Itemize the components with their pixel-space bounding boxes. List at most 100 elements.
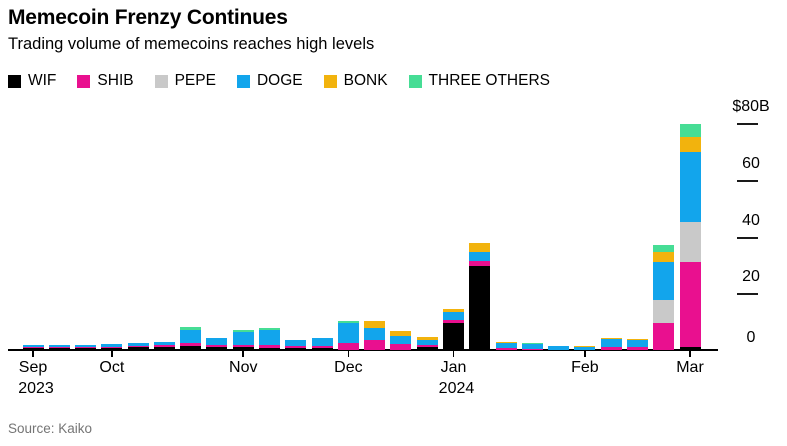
bar-column [259,327,281,350]
bar-segment-pepe [679,222,701,263]
bar-segment-three-others [259,327,281,330]
bar-segment-three-others [180,327,202,330]
bar-segment-three-others [337,321,359,324]
legend-swatch-icon [408,74,422,88]
bar-column [22,344,44,350]
bar-segment-shib [101,346,123,348]
bar-column [364,321,386,350]
bar-segment-doge [285,340,307,347]
legend-swatch-icon [236,74,250,88]
bar-segment-wif [311,348,333,350]
source-credit: Source: Kaiko [8,421,93,436]
x-tick [584,351,586,357]
legend-item-shib: SHIB [77,72,134,90]
page-title: Memecoin Frenzy Continues [8,6,288,29]
bar-segment-shib [311,345,333,349]
bar-column [285,340,307,350]
bar-segment-bonk [416,336,438,340]
bar-segment-wif [259,347,281,350]
bar-segment-doge [548,345,570,350]
bar-segment-shib [180,343,202,346]
x-tick-label: Dec [334,359,363,376]
bar-segment-doge [206,337,228,345]
bar-column [495,341,517,350]
bar-segment-shib [206,344,228,347]
x-tick [347,351,350,357]
bar-segment-shib [337,342,359,350]
chart-legend: WIF SHIB PEPE DOGE BONK THREE OTHERS [8,72,550,90]
bar-segment-bonk [574,346,596,347]
bar-segment-shib [679,262,701,347]
bar-segment-wif [153,346,175,350]
bar-segment-shib [495,347,517,350]
bar-segment-wif [416,346,438,350]
y-tick-dash [737,236,758,239]
x-tick [111,351,113,357]
x-tick-label: Mar [676,359,704,376]
bar-segment-doge [364,328,386,341]
bar-column [600,337,622,350]
x-tick-label: Nov [229,359,258,376]
bar-segment-wif [442,323,464,350]
x-tick-label: Oct [99,359,125,376]
bar-segment-doge [626,340,648,348]
y-tick-label: 40 [742,211,760,229]
legend-label: SHIB [97,72,134,89]
bar-segment-shib [259,345,281,348]
bar-column [521,343,543,350]
legend-label: THREE OTHERS [428,72,550,89]
bar-segment-bonk [679,137,701,153]
x-tick-label: Feb [571,359,599,376]
legend-label: PEPE [174,72,216,89]
bar-column [442,308,464,350]
bar-segment-doge [653,262,675,301]
bar-segment-doge [48,344,70,347]
bar-segment-bonk [653,252,675,263]
bar-column [626,339,648,350]
bar-column [337,321,359,350]
bar-segment-doge [469,251,491,261]
bar-segment-doge [232,332,254,345]
bar-segment-doge [679,152,701,223]
bar-segment-shib [22,346,44,348]
bar-segment-doge [311,338,333,346]
bar-segment-wif [285,348,307,350]
bar-column [206,337,228,350]
y-tick-label: 60 [742,154,760,172]
bar-column [75,345,97,350]
bar-segment-doge [442,312,464,320]
chart-subtitle: Trading volume of memecoins reaches high… [8,35,375,53]
bar-segment-shib [364,340,386,350]
bar-segment-shib [442,319,464,324]
legend-swatch-icon [154,74,168,88]
bar-column [548,345,570,350]
bar-segment-shib [416,344,438,347]
bar-segment-three-others [232,330,254,333]
bar-segment-bonk [600,337,622,339]
y-tick-label: $80B [732,98,770,115]
bar-segment-shib [653,323,675,350]
bar-segment-doge [180,329,202,344]
bar-column [153,341,175,350]
bar-segment-shib [127,346,149,348]
bar-segment-wif [180,345,202,350]
legend-swatch-icon [77,74,91,88]
bar-segment-wif [679,346,701,350]
bar-segment-bonk [469,242,491,252]
bar-segment-bonk [442,308,464,312]
bar-segment-doge [416,339,438,345]
legend-label: WIF [28,72,57,89]
x-tick-label: Sep [18,359,48,376]
bar-segment-pepe [653,300,675,324]
y-tick-dash [737,293,758,296]
bar-column [416,336,438,350]
x-tick [689,351,691,357]
legend-item-pepe: PEPE [154,72,216,90]
x-tick-label: Jan [440,359,467,376]
bar-segment-wif [75,348,97,350]
bar-column [180,327,202,350]
bar-segment-wif [48,347,70,350]
bar-segment-wif [232,347,254,350]
bar-segment-doge [521,344,543,349]
